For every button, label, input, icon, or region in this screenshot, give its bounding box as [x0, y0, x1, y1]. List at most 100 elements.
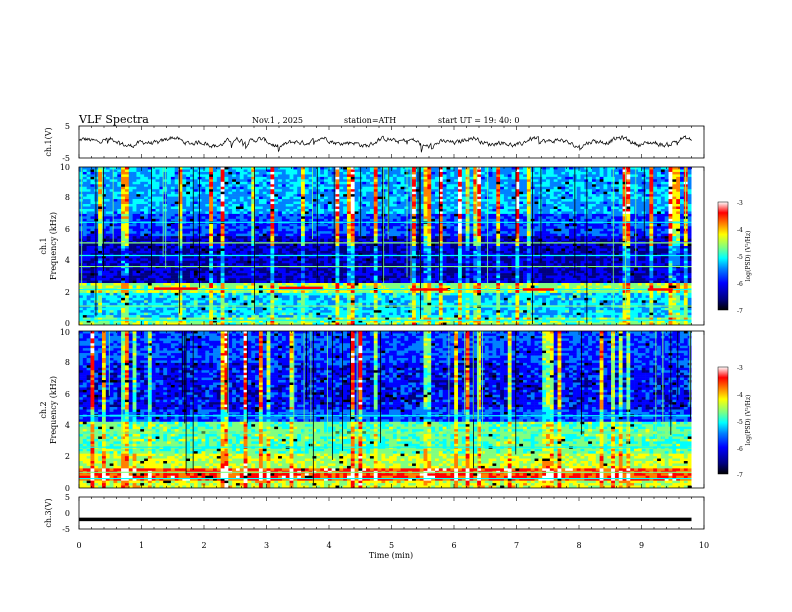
- spec1-cell: [220, 228, 225, 232]
- spec1-cell: [247, 201, 252, 205]
- spec1-cell: [186, 223, 191, 227]
- spec1-cell: [477, 189, 482, 192]
- spec1-cell: [645, 208, 650, 212]
- spec1-cell: [423, 211, 428, 215]
- spec1-cell: [549, 201, 554, 205]
- spec1-cell: [496, 213, 501, 217]
- spec1-cell: [664, 223, 669, 227]
- spec1-cell: [262, 184, 267, 188]
- spec1-cell: [461, 176, 466, 180]
- figure-title: VLF Spectra: [78, 113, 149, 126]
- spec1-cell: [630, 174, 635, 178]
- spec1-cell: [335, 167, 340, 170]
- spec1-cell: [232, 218, 237, 222]
- spec1-cell: [109, 208, 114, 212]
- spec1-cell: [500, 194, 505, 197]
- spec1-cell: [392, 204, 398, 207]
- spec1-cell: [553, 238, 558, 242]
- spec1-cell: [82, 218, 87, 222]
- spec1-cell: [565, 184, 570, 188]
- spec1-cell: [404, 233, 409, 237]
- spec1-cell: [369, 213, 375, 217]
- spec1-cell: [144, 206, 149, 210]
- spec1-cell: [599, 171, 604, 175]
- spec1-cell: [614, 228, 620, 232]
- spec1-cell: [212, 194, 218, 197]
- spec1-cell: [392, 223, 398, 227]
- spec1-cell: [121, 211, 126, 215]
- spec1-cell: [163, 233, 168, 237]
- spec1-cell: [251, 223, 256, 227]
- spec1-cell: [450, 194, 455, 197]
- spec1-cell: [369, 179, 375, 183]
- spec1-cell: [637, 176, 643, 180]
- spec1-cell: [672, 228, 677, 232]
- spec1-cell: [683, 238, 688, 242]
- spec1-cell: [630, 211, 635, 215]
- spec1-cell: [469, 236, 474, 239]
- spec1-cell: [101, 238, 107, 242]
- spec1-cell: [419, 238, 424, 242]
- spec1-cell: [140, 211, 145, 215]
- spec1-cell: [373, 167, 378, 170]
- spec1-cell: [561, 196, 566, 200]
- spec1-cell: [209, 218, 214, 222]
- spec1-cell: [163, 226, 168, 230]
- spec1-cell: [461, 216, 466, 220]
- spec1-cell: [136, 233, 141, 237]
- spec1-cell: [645, 206, 650, 210]
- spec1-cell: [117, 233, 122, 237]
- spec1-cell: [622, 184, 627, 188]
- spec1-cell: [461, 184, 466, 188]
- spec1-cell: [320, 216, 325, 220]
- spec1-cell: [285, 231, 290, 234]
- spec1-cell: [281, 191, 287, 195]
- spec1-cell: [327, 231, 332, 234]
- spec1-cell: [557, 226, 562, 230]
- spec1-cell: [412, 211, 417, 215]
- spec1-cell: [281, 184, 287, 188]
- spec1-cell: [676, 167, 681, 170]
- spec1-cell: [132, 171, 137, 175]
- spec1-cell: [454, 186, 459, 190]
- spec1-cell: [450, 233, 455, 237]
- spec1-cell: [220, 201, 225, 205]
- spec1-cell: [101, 243, 107, 247]
- spec1-cell: [687, 206, 692, 210]
- spec1-cell: [289, 218, 294, 222]
- spec1-cell: [117, 194, 122, 197]
- spec1-cell: [278, 189, 283, 192]
- spec1-cell: [79, 191, 84, 195]
- spec1-cell: [144, 228, 149, 232]
- spec1-cell: [438, 211, 443, 215]
- spec1-cell: [385, 179, 390, 183]
- spec1-cell: [163, 196, 168, 200]
- spec1-cell: [488, 213, 493, 217]
- spec1-cell: [546, 204, 551, 207]
- spec1-cell: [182, 191, 187, 195]
- spec1-cell: [174, 236, 179, 239]
- spec1-cell: [584, 206, 589, 210]
- spec1-cell: [258, 186, 264, 190]
- spec1-cell: [553, 179, 558, 183]
- spec1-cell: [339, 171, 344, 175]
- spec1-cell: [373, 228, 378, 232]
- spec1-cell: [412, 206, 417, 210]
- spec1-cell: [140, 213, 145, 217]
- spec1-cell: [687, 231, 692, 234]
- spec1-cell: [496, 231, 501, 234]
- spec1-cell: [503, 184, 509, 188]
- spec1-cell: [614, 238, 620, 242]
- spec1-cell: [492, 228, 497, 232]
- spec1-cell: [660, 208, 666, 212]
- spec1-cell: [98, 196, 103, 200]
- spec1-cell: [354, 189, 359, 192]
- spec1-cell: [247, 179, 252, 183]
- spec1-cell: [235, 218, 241, 222]
- spec1-cell: [339, 181, 344, 185]
- spec1-cell: [86, 167, 91, 170]
- spec1-cell: [645, 218, 650, 222]
- spec1-cell: [408, 233, 413, 237]
- spec1-cell: [136, 171, 141, 175]
- spec1-cell: [301, 186, 306, 190]
